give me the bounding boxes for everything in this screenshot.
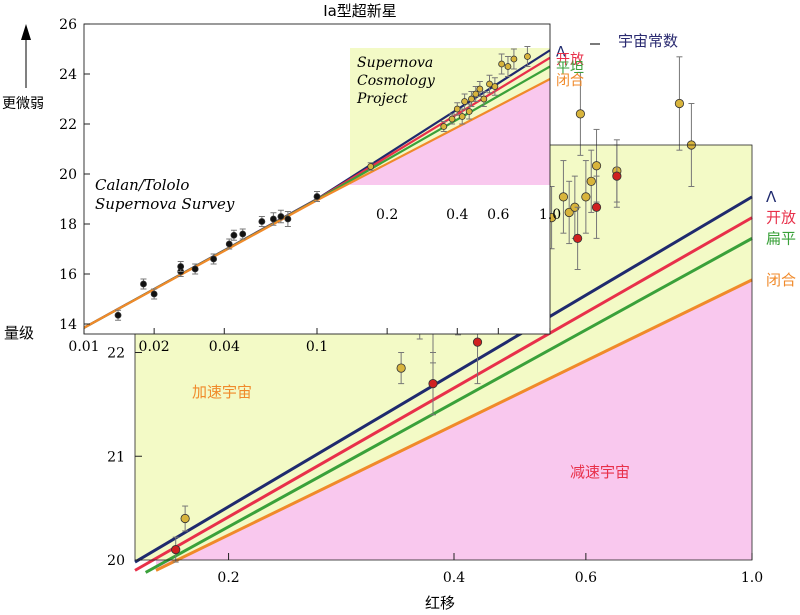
inset-point-12 [491, 83, 499, 90]
main-red-point-5 [573, 233, 583, 243]
inset-black-point-2 [150, 290, 158, 298]
main-legend-flat: 扁平 [766, 229, 796, 247]
decelerating-region-label: 减速宇宙 [570, 463, 630, 481]
inset-point-9 [476, 85, 484, 93]
main-legend-open: 开放 [766, 209, 796, 227]
inset-point-2 [448, 115, 456, 123]
main-red-point-7 [612, 171, 622, 181]
inset-point-4 [458, 113, 466, 120]
inset-x-tick-label-0: 0.01 [68, 339, 99, 355]
main-series-closed [155, 278, 753, 572]
accelerating-region-label: 加速宇宙 [192, 383, 252, 401]
main-x-tick-label-3: 1.0 [741, 570, 763, 586]
inset-legend-flat: 平坦 [556, 61, 584, 77]
calan-tololo-label-0: Calan/Tololo [95, 176, 189, 194]
main-legend-lambda: Λ [766, 188, 777, 206]
inset-point-6 [465, 108, 473, 115]
main-point-28 [591, 161, 602, 171]
inset-point-11 [486, 80, 493, 88]
inset-black-point-13 [284, 215, 292, 223]
inset-black-point-14 [313, 193, 321, 200]
main-point-23 [564, 207, 574, 218]
main-x-tick-label-2: 0.6 [575, 570, 597, 586]
inset-black-point-7 [225, 240, 233, 248]
inset-point-13 [498, 60, 506, 68]
inset-black-point-4 [177, 263, 185, 270]
y-axis-label: 量级 [4, 324, 34, 342]
inset-legend-closed: 闭合 [556, 73, 584, 89]
inset-black-point-8 [230, 231, 238, 239]
inset-x-tick-label-1: 0.02 [139, 339, 170, 355]
main-red-point-0 [171, 545, 181, 555]
inset-point-10 [480, 95, 488, 103]
inset-point-16 [524, 53, 531, 60]
main-point-1 [396, 363, 406, 373]
inset-point-7 [468, 95, 475, 103]
inset-y-tick-label-5: 24 [59, 67, 77, 83]
inset-x-tick-label-3: 0.1 [306, 339, 328, 355]
cosmological-constant-label: 宇宙常数 [618, 32, 678, 50]
inset-point-5 [461, 98, 468, 105]
inset-black-point-1 [140, 280, 147, 288]
inset-black-point-0 [114, 311, 122, 319]
inset-y-tick-label-6: 26 [59, 17, 77, 33]
supernova-cosmology-label-1: Cosmology [357, 73, 436, 89]
main-y-tick-label-0: 20 [107, 553, 125, 569]
main-y-tick-label-1: 21 [107, 449, 125, 465]
main-point-26 [581, 192, 591, 202]
main-y-tick-label-2: 22 [107, 346, 125, 362]
supernova-cosmology-label-2: Project [356, 91, 408, 107]
inset-y-tick-label-0: 14 [59, 317, 77, 333]
main-series-flat [144, 237, 753, 574]
main-axes: 0.2 0.4 0.6 1.0 20 21 22 [107, 346, 763, 587]
inset-black-point-12 [277, 213, 285, 220]
main-point-30 [674, 98, 685, 109]
inset-x-tick-label-5: 0.4 [446, 207, 468, 223]
inset-y-tick-label-4: 22 [59, 117, 77, 133]
inset-y-tick-label-1: 16 [59, 267, 77, 283]
main-series-lambda [134, 195, 753, 564]
dimmer-arrow [21, 24, 31, 88]
inset-x-tick-label-7: 1.0 [539, 207, 561, 223]
main-red-point-2 [472, 337, 483, 347]
inset-black-point-10 [258, 218, 266, 225]
main-point-22 [558, 192, 569, 202]
main-legend-closed: 闭合 [766, 271, 796, 289]
dimmer-label: 更微弱 [2, 96, 44, 112]
inset-black-point-11 [270, 215, 277, 223]
main-red-point-6 [591, 202, 602, 212]
inset-point-1 [440, 123, 448, 130]
inset-point-14 [504, 63, 512, 70]
inset-point-15 [510, 55, 518, 63]
x-axis-label: 红移 [425, 594, 455, 612]
inset-x-tick-label-4: 0.2 [376, 207, 398, 223]
inset-x-tick-label-2: 0.04 [209, 339, 240, 355]
supernova-cosmology-label-0: Supernova [357, 55, 433, 71]
page-title: Ⅰa型超新星 [323, 2, 397, 20]
inset-y-tick-label-2: 18 [59, 217, 77, 233]
main-point-27 [586, 176, 596, 186]
main-point-25 [575, 109, 585, 119]
inset-axes: 0.01 0.02 0.04 0.1 0.2 0.4 0.6 1.0 14 16 18 20 22 24 2… [59, 17, 561, 355]
inset-x-tick-label-6: 0.6 [487, 207, 509, 223]
main-red-point-1 [428, 379, 438, 389]
main-x-tick-label-0: 0.2 [217, 570, 239, 586]
inset-y-tick-label-3: 20 [59, 167, 77, 183]
inset-legend-lambda: Λ [556, 44, 566, 60]
calan-tololo-label-1: Supernova Survey [95, 195, 235, 213]
main-point-0 [180, 513, 190, 524]
main-x-tick-label-1: 0.4 [443, 570, 465, 586]
inset-legend-open: 开放 [556, 52, 584, 68]
main-series-open [134, 216, 753, 572]
inset-point-8 [472, 90, 480, 98]
inset-black-point-5 [191, 265, 199, 273]
inset-point-0 [367, 163, 375, 170]
inset-black-point-6 [210, 255, 218, 263]
inset-black-point-9 [239, 230, 247, 238]
